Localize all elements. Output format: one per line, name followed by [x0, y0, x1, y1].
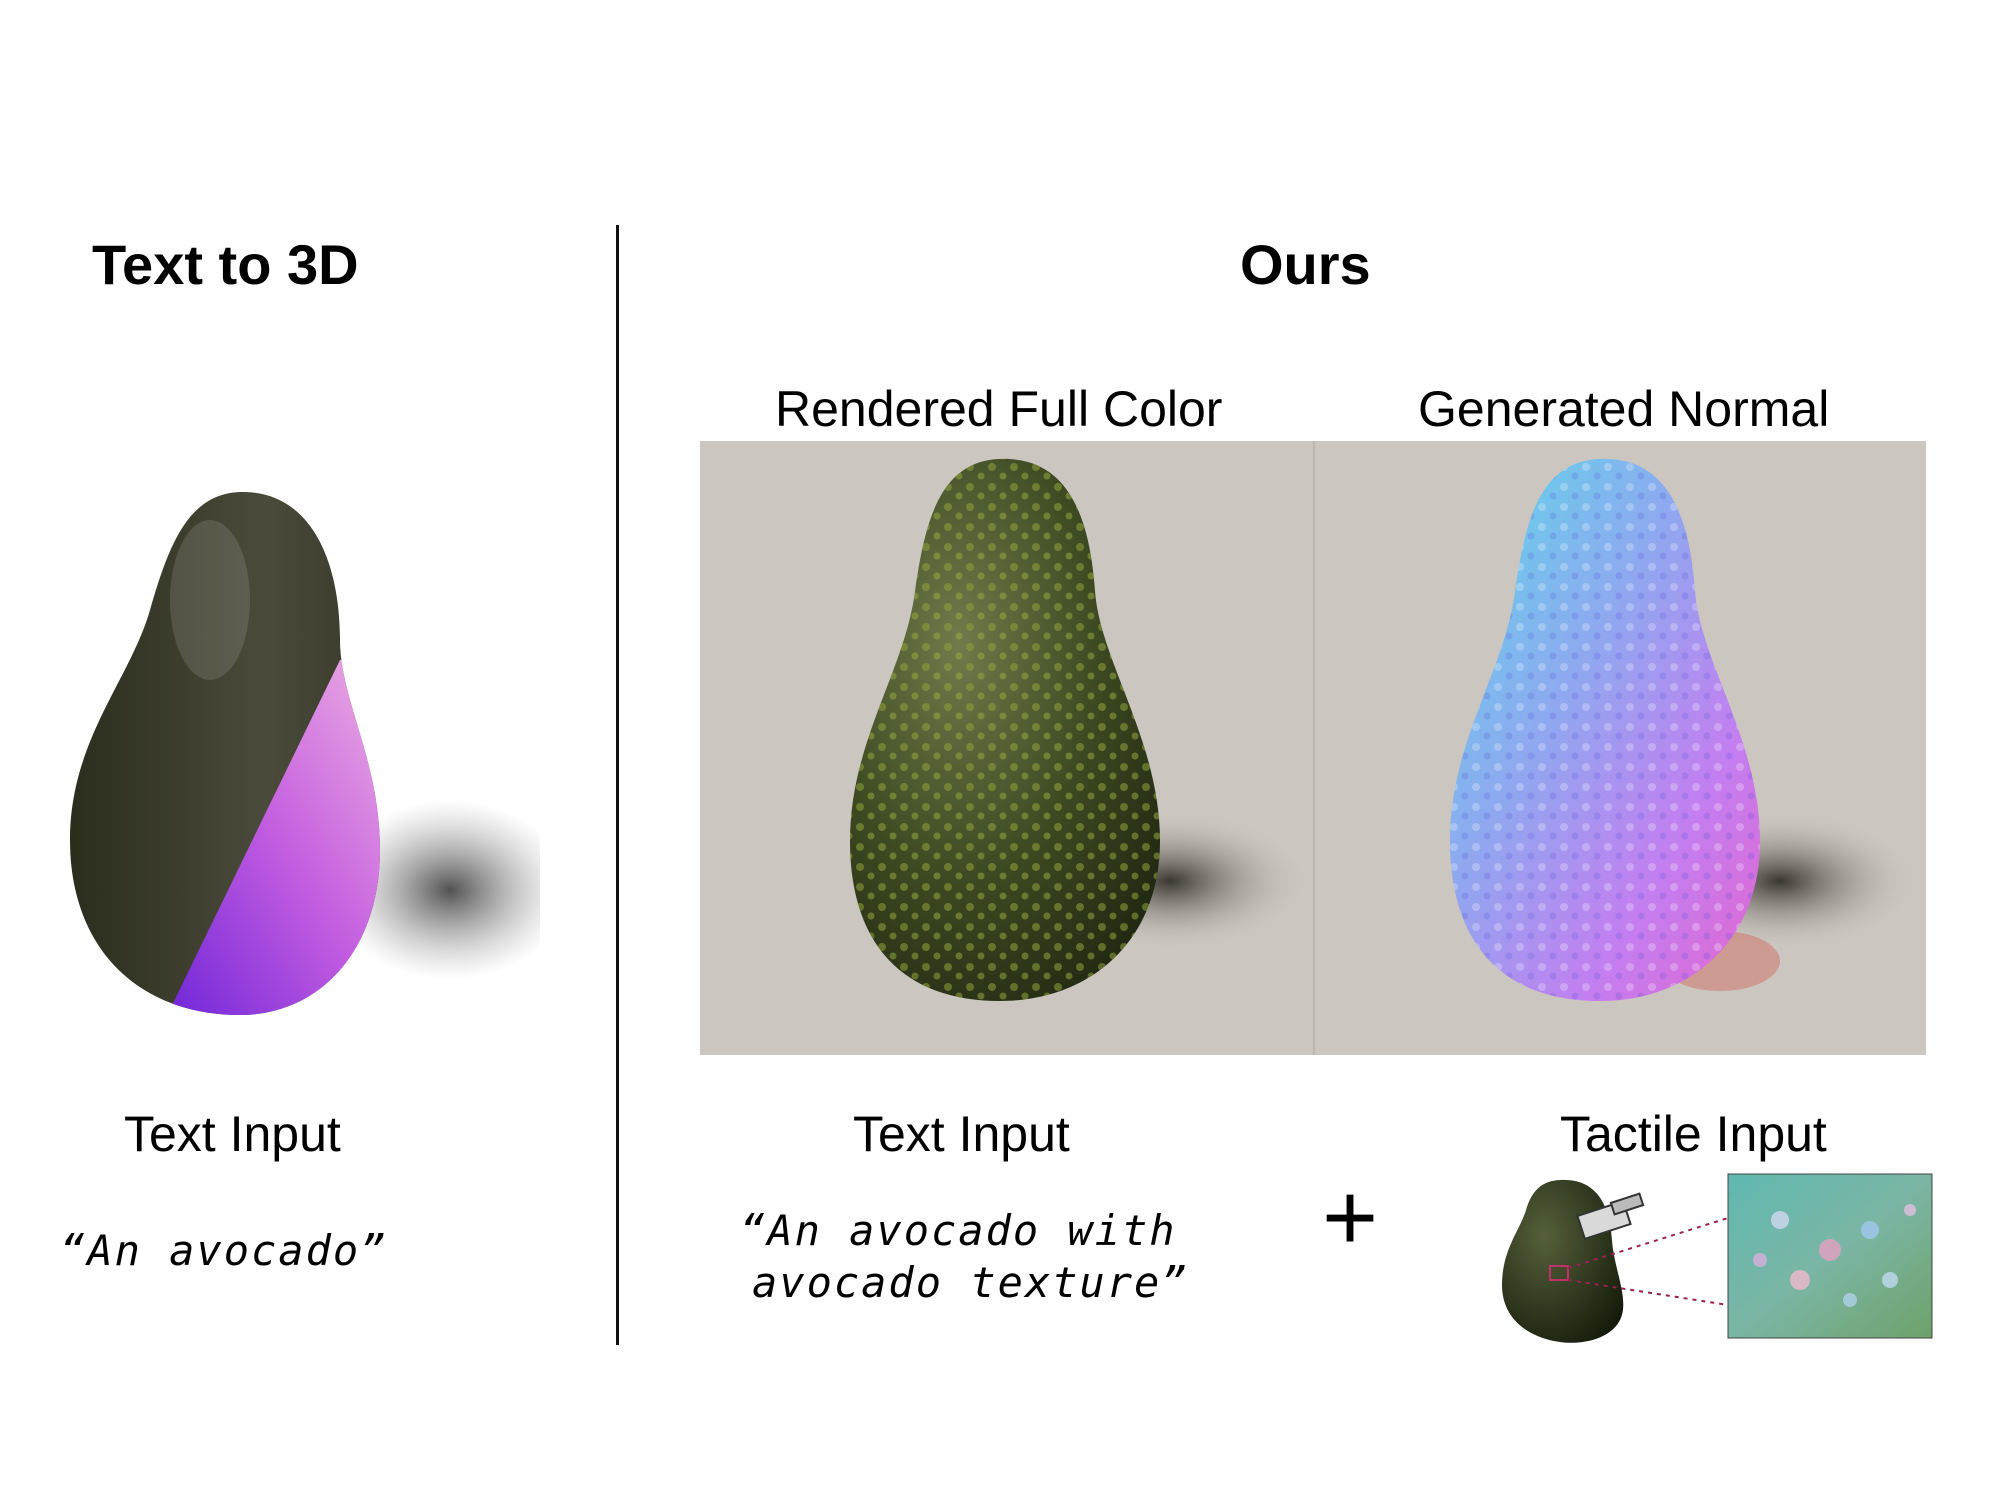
right-text-input-label: Text Input — [853, 1106, 1070, 1162]
right-title: Ours — [1240, 233, 1371, 296]
column-divider — [616, 225, 619, 1345]
plus-sign: + — [1322, 1164, 1379, 1271]
render-panel-image — [850, 441, 1920, 1055]
baseline-avocado-image — [70, 491, 540, 1015]
tactile-input-illustration — [1490, 1170, 1940, 1350]
right-text-prompt-line1: “An avocado with — [740, 1206, 1177, 1255]
tactile-sensor-icon — [1576, 1192, 1645, 1241]
left-text-input-label: Text Input — [124, 1106, 341, 1162]
left-title: Text to 3D — [92, 233, 359, 296]
generated-normal-label: Generated Normal — [1418, 381, 1830, 437]
render-panel — [700, 441, 1926, 1055]
rendered-full-color-label: Rendered Full Color — [775, 381, 1223, 437]
left-text-prompt: “An avocado” — [60, 1226, 388, 1275]
baseline-avocado-render — [40, 470, 540, 1030]
tactile-input-label: Tactile Input — [1560, 1106, 1827, 1162]
tactile-illustration-image — [1502, 1173, 1933, 1343]
tactile-image — [1727, 1173, 1933, 1339]
right-text-prompt-line2: avocado texture” — [752, 1258, 1189, 1307]
